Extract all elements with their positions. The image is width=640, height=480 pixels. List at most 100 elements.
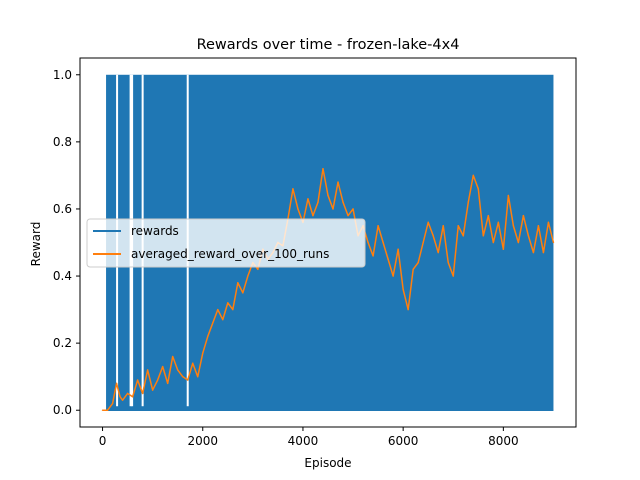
y-tick-label: 0.0	[53, 403, 72, 417]
axes-frame	[79, 57, 577, 428]
averaged-point	[171, 355, 174, 358]
averaged-point	[111, 402, 114, 405]
averaged-point	[121, 399, 124, 401]
averaged-point	[101, 409, 104, 411]
averaged-point	[347, 214, 349, 217]
averaged-point	[367, 241, 369, 244]
legend-box	[86, 218, 366, 268]
averaged-point	[161, 365, 164, 368]
averaged-point	[307, 198, 309, 200]
y-tick-label: 0.4	[53, 269, 72, 283]
averaged-point	[377, 225, 379, 227]
averaged-point	[417, 261, 419, 264]
averaged-point	[532, 251, 535, 254]
averaged-point	[487, 214, 490, 217]
averaged-point	[106, 409, 109, 411]
averaged-point	[342, 201, 344, 203]
averaged-point	[457, 225, 459, 227]
averaged-point	[442, 225, 444, 227]
averaged-point	[192, 362, 194, 364]
averaged-point	[527, 235, 530, 237]
averaged-point	[187, 379, 189, 381]
averaged-point	[337, 181, 339, 183]
averaged-point	[212, 322, 214, 324]
averaged-point	[387, 258, 389, 260]
x-tick-label: 6000	[388, 434, 419, 448]
y-tick-label: 1.0	[53, 68, 72, 82]
x-tick-label: 2000	[187, 434, 218, 448]
averaged-point	[247, 275, 249, 277]
averaged-point	[427, 221, 429, 224]
averaged-point	[397, 248, 399, 250]
averaged-point	[115, 382, 118, 385]
legend-label-averaged: averaged_reward_over_100_runs	[131, 247, 329, 261]
averaged-point	[227, 302, 229, 304]
averaged-point	[352, 208, 354, 210]
averaged-point	[547, 221, 550, 224]
averaged-series-line	[102, 167, 555, 411]
averaged-point	[552, 241, 555, 244]
averaged-point	[136, 379, 139, 381]
averaged-point	[402, 288, 404, 291]
legend: rewards averaged_reward_over_100_runs	[86, 218, 366, 268]
averaged-point	[151, 389, 154, 391]
y-tick-label: 0.6	[53, 202, 72, 216]
y-axis-ticks: 0.0 0.2 0.4 0.6 0.8 1.0	[53, 68, 80, 417]
averaged-point	[332, 208, 334, 210]
averaged-point	[522, 214, 525, 217]
x-tick-label: 0	[99, 434, 107, 448]
averaged-point	[182, 375, 184, 378]
averaged-point	[382, 241, 384, 244]
averaged-point	[141, 392, 144, 395]
averaged-point	[512, 225, 515, 227]
x-axis-ticks: 0 2000 4000 6000 8000	[99, 427, 519, 448]
averaged-point	[177, 369, 179, 371]
averaged-point	[502, 248, 505, 250]
chart-title: Rewards over time - frozen-lake-4x4	[197, 37, 460, 53]
averaged-point	[126, 392, 129, 395]
averaged-point	[482, 235, 485, 237]
averaged-point	[542, 251, 545, 254]
y-axis-label: Reward	[29, 222, 43, 267]
y-tick-label: 0.8	[53, 135, 72, 149]
averaged-point	[392, 275, 394, 277]
averaged-point	[232, 308, 234, 311]
averaged-point	[432, 235, 434, 237]
averaged-point	[437, 251, 439, 254]
averaged-point	[497, 221, 500, 224]
averaged-point	[317, 201, 319, 203]
averaged-point	[222, 318, 224, 321]
averaged-point	[517, 241, 520, 244]
averaged-point	[472, 174, 474, 177]
averaged-point	[507, 194, 510, 197]
averaged-point	[537, 225, 540, 227]
x-tick-label: 8000	[488, 434, 519, 448]
averaged-point	[242, 292, 244, 294]
averaged-point	[452, 275, 454, 277]
averaged-point	[197, 375, 199, 378]
averaged-point	[322, 168, 324, 170]
averaged-point	[447, 261, 449, 264]
averaged-point	[407, 308, 409, 311]
averaged-point	[422, 241, 424, 244]
averaged-series-layer	[101, 167, 555, 411]
averaged-point	[292, 188, 294, 190]
averaged-point	[462, 235, 464, 237]
averaged-point	[131, 396, 134, 398]
averaged-point	[166, 382, 169, 385]
legend-label-rewards: rewards	[131, 224, 179, 238]
averaged-point	[156, 379, 159, 381]
averaged-point	[237, 282, 239, 284]
averaged-point	[372, 255, 374, 257]
averaged-point	[146, 369, 149, 371]
y-tick-label: 0.2	[53, 336, 72, 350]
averaged-point	[492, 241, 495, 244]
x-tick-label: 4000	[288, 434, 319, 448]
averaged-point	[207, 335, 209, 338]
averaged-point	[312, 214, 314, 217]
averaged-point	[477, 188, 479, 190]
averaged-point	[467, 201, 469, 203]
averaged-point	[327, 194, 329, 197]
averaged-point	[119, 396, 121, 398]
